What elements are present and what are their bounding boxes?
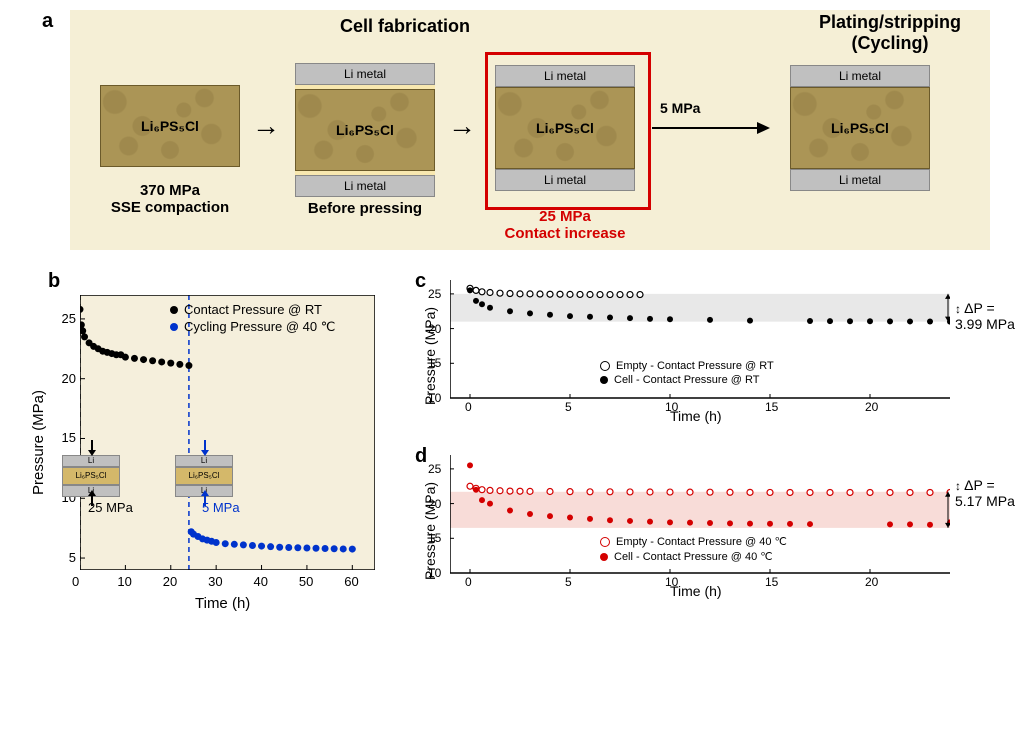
arrow-1: → <box>252 110 280 142</box>
dp-d: ↕ ΔP = 5.17 MPa <box>955 477 1020 509</box>
panel-b: b Pressure (MPa) Time (h) 01020304050605… <box>10 270 390 630</box>
legend-d: Empty - Contact Pressure @ 40 ℃ Cell - C… <box>600 535 787 565</box>
mini-arrow-2 <box>195 438 215 508</box>
caption-3: 25 MPaContact increase <box>485 208 645 242</box>
cell-block-1: Li₆PS₅Cl <box>100 85 240 167</box>
caption-2: Before pressing <box>285 200 445 217</box>
cell-block-4: Li metal Li₆PS₅Cl Li metal <box>790 65 930 191</box>
mini-arrow-1 <box>82 438 102 508</box>
panel-d: Pressure (MPa) Time (h) 0510152010152025… <box>450 455 950 595</box>
plot-c-svg <box>450 280 950 420</box>
cell-block-2: Li metal Li₆PS₅Cl Li metal <box>295 63 435 197</box>
lower-row: b Pressure (MPa) Time (h) 01020304050605… <box>10 270 1026 630</box>
panel-c: Pressure (MPa) Time (h) 0510152010152025… <box>450 280 950 420</box>
electrolyte-block: Li₆PS₅Cl <box>495 87 635 169</box>
arrow-2: → <box>448 110 476 142</box>
panels-cd: c Pressure (MPa) Time (h) 05101520101520… <box>390 270 1020 630</box>
plot-b-ylabel: Pressure (MPa) <box>30 390 47 495</box>
fabrication-title: Cell fabrication <box>340 16 470 37</box>
panel-c-label: c <box>415 270 426 293</box>
plot-b-xlabel: Time (h) <box>195 595 250 612</box>
panel-b-label: b <box>48 270 60 293</box>
cycling-title: Plating/stripping (Cycling) <box>800 12 980 54</box>
caption-1: 370 MPaSSE compaction <box>90 182 250 216</box>
panel-d-label: d <box>415 445 427 468</box>
panel-a-label: a <box>42 10 53 33</box>
arrow-3 <box>652 118 772 138</box>
panel-a: a Cell fabrication Plating/stripping (Cy… <box>10 10 1026 250</box>
electrolyte-block: Li₆PS₅Cl <box>100 85 240 167</box>
electrolyte-block: Li₆PS₅Cl <box>295 89 435 171</box>
cell-block-3: Li metal Li₆PS₅Cl Li metal <box>495 65 635 191</box>
dp-c: ↕ ΔP = 3.99 MPa <box>955 300 1020 332</box>
panel-a-background: Cell fabrication Plating/stripping (Cycl… <box>70 10 990 250</box>
arrow-3-label: 5 MPa <box>660 100 700 116</box>
legend-b: Contact Pressure @ RT Cycling Pressure @… <box>170 302 335 337</box>
electrolyte-block: Li₆PS₅Cl <box>790 87 930 169</box>
plot-d-svg <box>450 455 950 595</box>
legend-c: Empty - Contact Pressure @ RT Cell - Con… <box>600 360 774 388</box>
